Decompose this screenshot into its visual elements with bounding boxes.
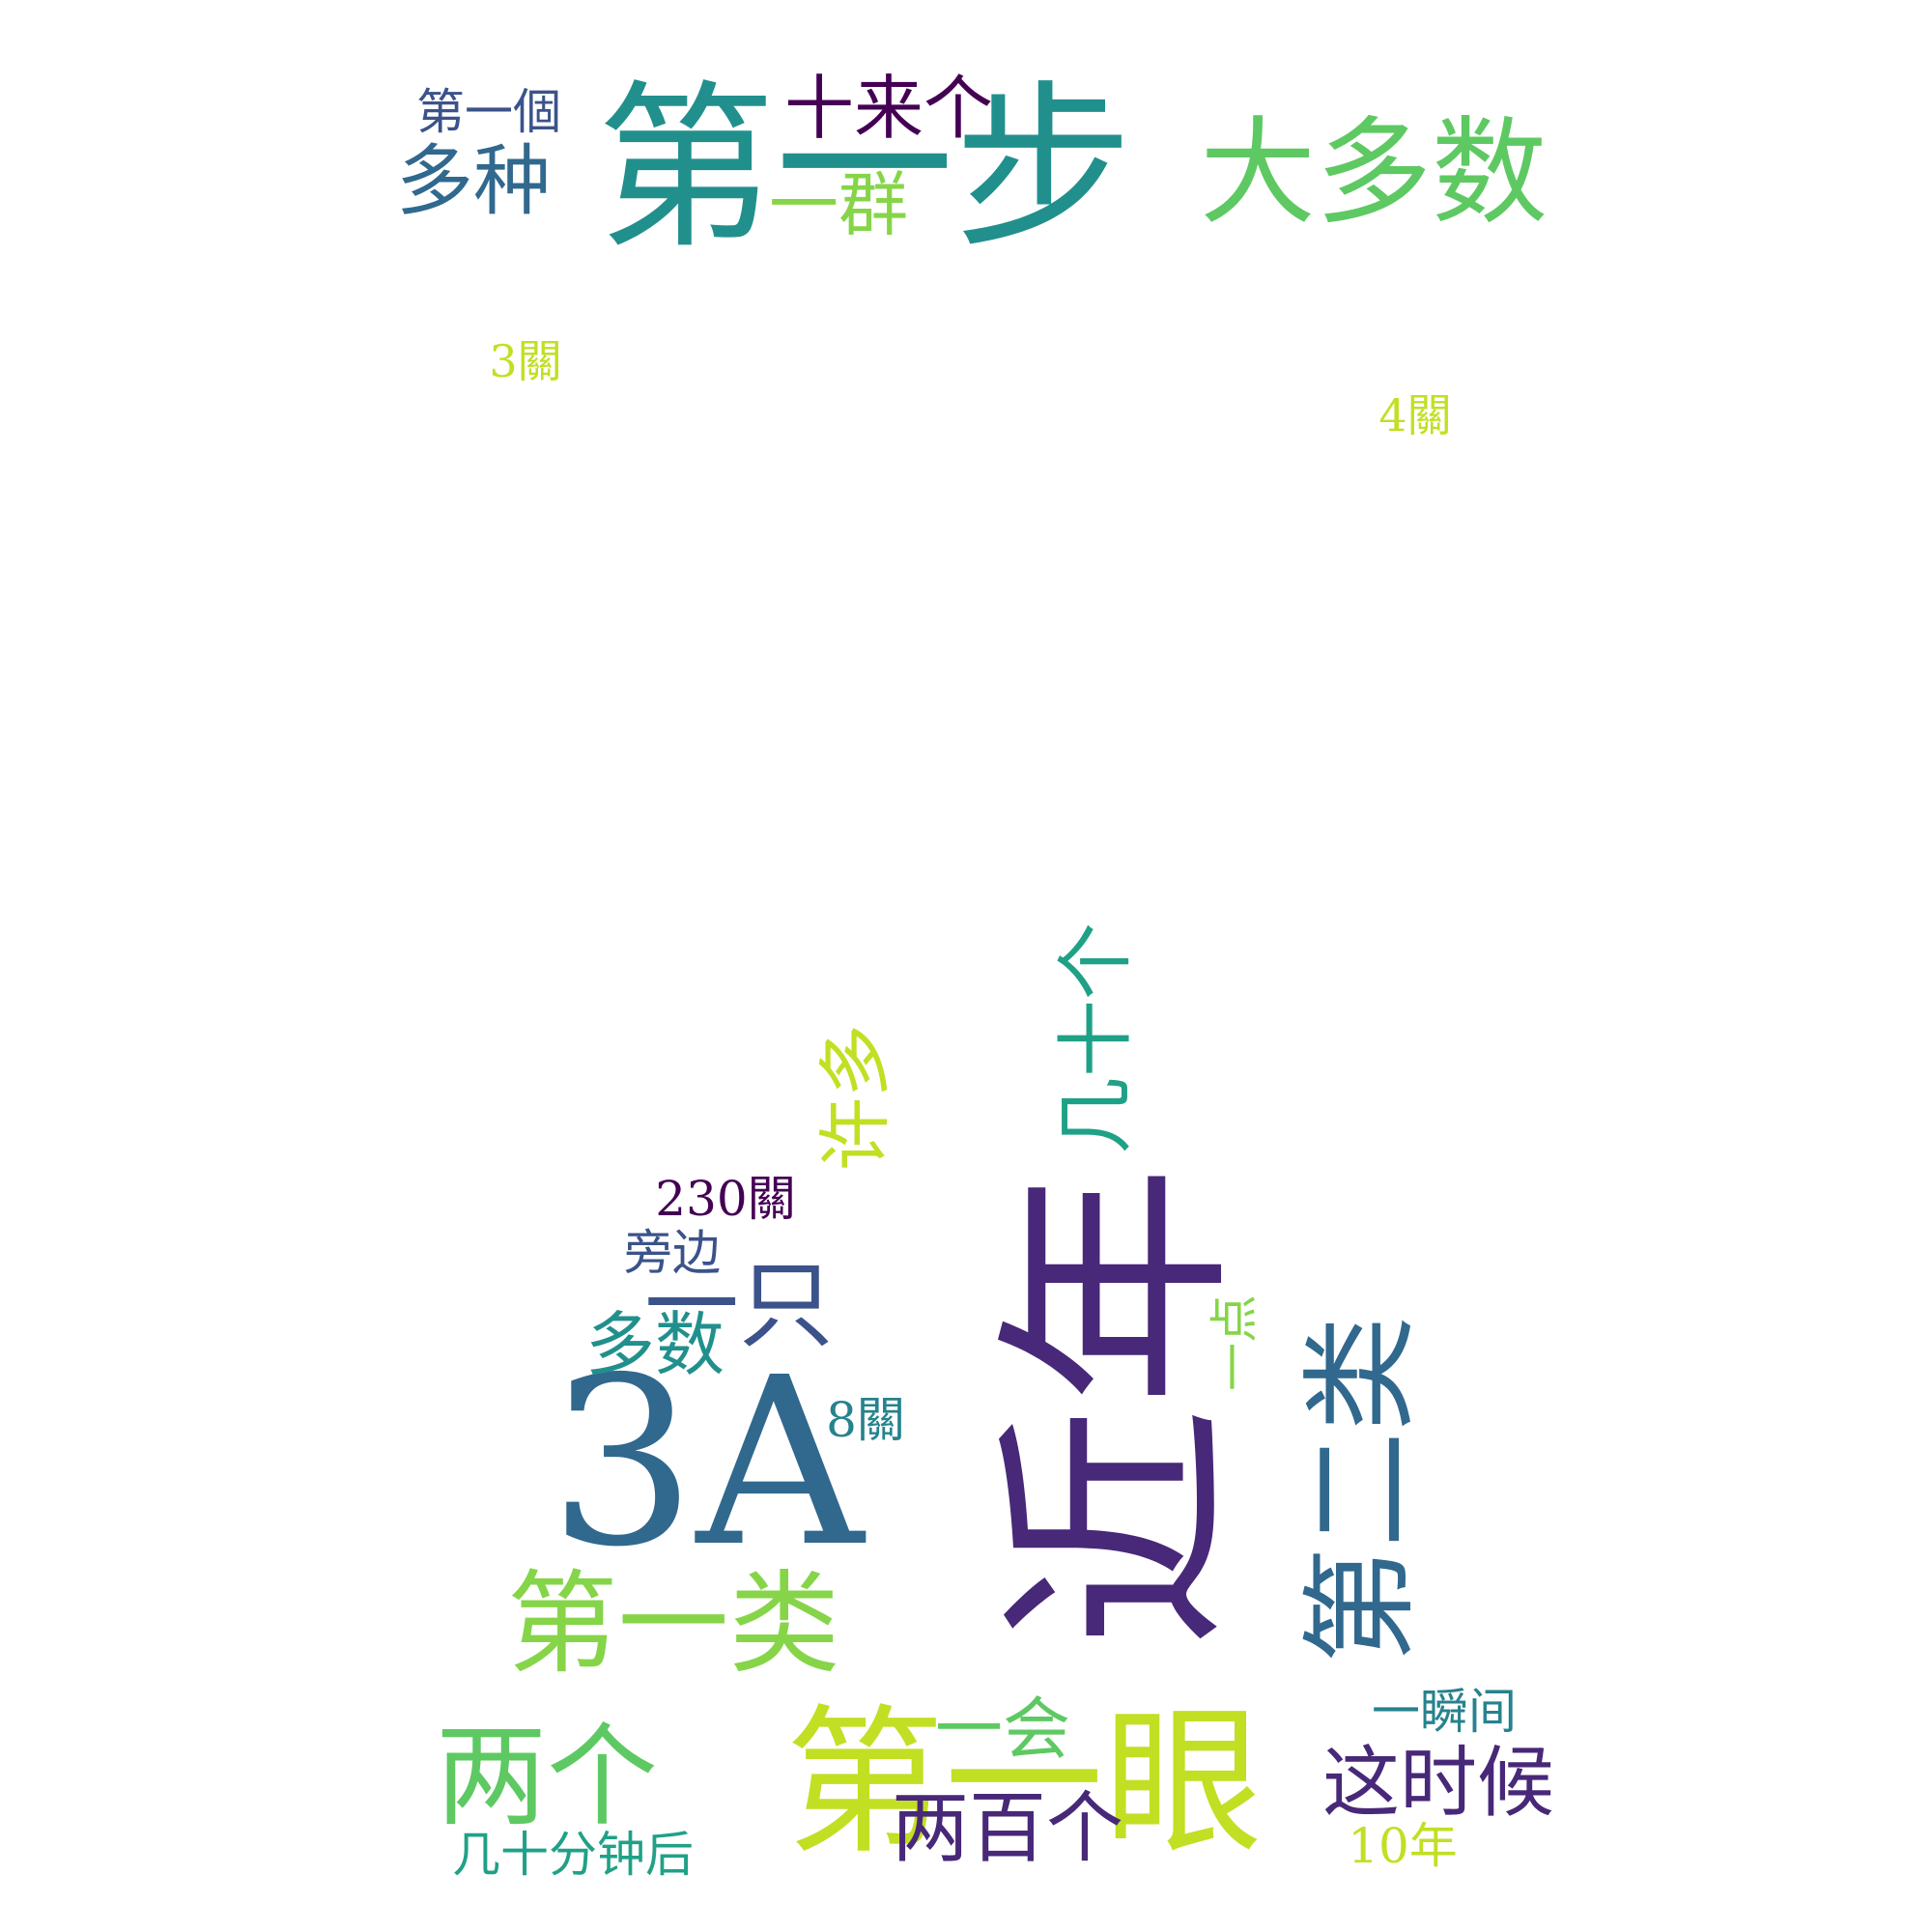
word: 第一眼 — [784, 1690, 1264, 1876]
word: 一瞬间 — [1372, 1684, 1517, 1740]
word: 第一步 — [596, 64, 1133, 273]
word: 多种 — [396, 136, 551, 226]
word: 几十个 — [1051, 923, 1141, 1154]
word: 两百个 — [892, 1783, 1123, 1873]
word: 几十分钟后 — [452, 1827, 694, 1883]
word: 第一类 — [506, 1559, 840, 1690]
word: 两个 — [435, 1712, 659, 1842]
word: 第二类 — [1294, 1316, 1429, 1663]
word: 第一個 — [416, 84, 561, 140]
word: 3A — [548, 1327, 865, 1598]
word: 许多 — [812, 1024, 898, 1171]
word: 大多数 — [1200, 106, 1548, 241]
word: 一群 — [768, 164, 909, 245]
word: 近年 — [978, 1165, 1259, 1648]
word: 十来个 — [783, 68, 994, 149]
word: 这时候 — [1322, 1738, 1554, 1828]
word: 旁边 — [624, 1225, 721, 1281]
word: 230關 — [655, 1171, 796, 1227]
word: 一点 — [1207, 1294, 1263, 1391]
word: 10年 — [1348, 1818, 1458, 1874]
word: 8關 — [826, 1392, 905, 1448]
word: 一只 — [643, 1251, 835, 1361]
word: 4關 — [1378, 389, 1452, 441]
word: 多数 — [584, 1304, 725, 1385]
word: 一会 — [935, 1690, 1070, 1769]
word: 3關 — [489, 335, 562, 387]
